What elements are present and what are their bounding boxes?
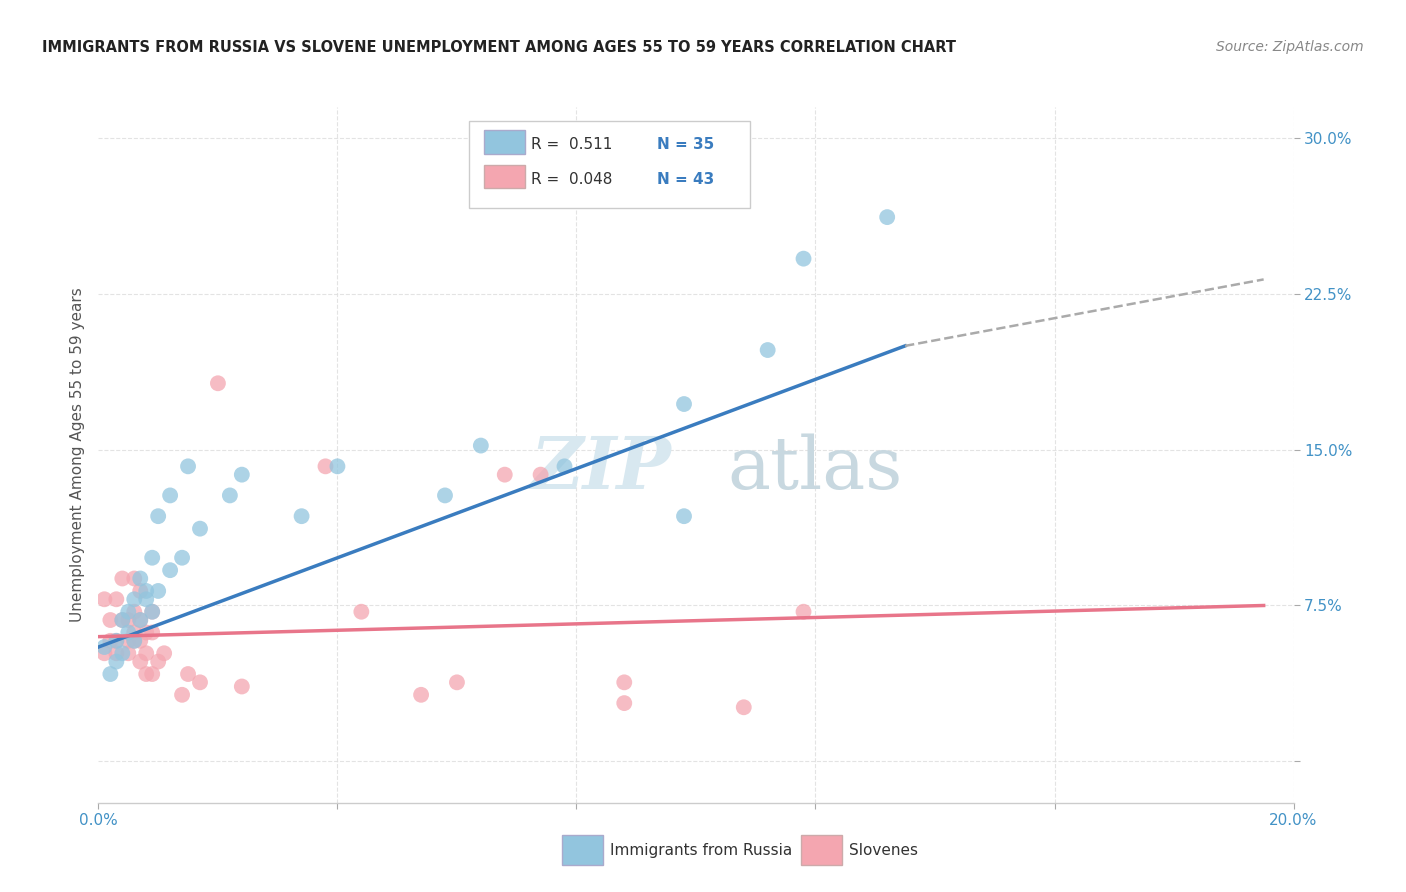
Point [129,584,152,599]
Point [129,572,152,586]
Point [117,633,139,648]
Point [135,592,157,607]
Point [111,572,134,586]
Point [207,376,229,391]
FancyBboxPatch shape [562,835,603,865]
Point [148,655,170,669]
Text: Immigrants from Russia: Immigrants from Russia [610,843,792,857]
Point [141,550,163,565]
Point [117,625,139,640]
Point [124,572,146,586]
FancyBboxPatch shape [485,130,524,153]
Point [231,680,253,694]
Point [148,509,170,524]
Point [673,509,696,524]
Text: N = 43: N = 43 [657,172,714,186]
Point [231,467,253,482]
Point [177,459,200,474]
Point [93,646,115,660]
Point [124,592,146,607]
Point [446,675,468,690]
Point [756,343,779,357]
Point [129,655,152,669]
Point [98,613,122,627]
Point [172,550,194,565]
Point [159,563,181,577]
Point [98,633,122,648]
Point [117,605,139,619]
Point [111,646,134,660]
Y-axis label: Unemployment Among Ages 55 to 59 years: Unemployment Among Ages 55 to 59 years [69,287,84,623]
Point [291,509,314,524]
Point [105,646,128,660]
Text: R =  0.511: R = 0.511 [531,137,613,152]
Point [188,522,211,536]
Point [124,605,146,619]
Point [733,700,755,714]
Point [117,613,139,627]
Text: ZIP: ZIP [530,434,671,504]
Point [124,633,146,648]
Point [129,613,152,627]
Point [124,633,146,648]
Point [673,397,696,411]
Point [105,633,128,648]
Point [613,696,636,710]
Point [135,667,157,681]
Point [93,640,115,654]
Point [135,584,157,599]
Point [111,613,134,627]
Point [172,688,194,702]
Point [411,688,433,702]
Point [141,605,163,619]
Point [159,488,181,502]
Point [188,675,211,690]
Text: atlas: atlas [728,434,903,504]
Point [153,646,176,660]
FancyBboxPatch shape [470,121,749,208]
Point [141,667,163,681]
Point [494,467,516,482]
FancyBboxPatch shape [801,835,842,865]
Point [135,646,157,660]
Point [111,613,134,627]
Point [117,646,139,660]
Point [554,459,576,474]
Point [470,439,492,453]
Point [219,488,242,502]
Point [876,210,898,224]
Point [93,592,115,607]
Text: Slovenes: Slovenes [849,843,918,857]
Point [326,459,349,474]
Point [135,625,157,640]
Point [105,633,128,648]
Text: Source: ZipAtlas.com: Source: ZipAtlas.com [1216,40,1364,54]
Point [105,655,128,669]
Point [148,584,170,599]
Point [793,252,815,266]
FancyBboxPatch shape [485,165,524,188]
Point [793,605,815,619]
Point [530,467,553,482]
Point [141,605,163,619]
Point [177,667,200,681]
Point [350,605,373,619]
Text: IMMIGRANTS FROM RUSSIA VS SLOVENE UNEMPLOYMENT AMONG AGES 55 TO 59 YEARS CORRELA: IMMIGRANTS FROM RUSSIA VS SLOVENE UNEMPL… [42,40,956,55]
Point [315,459,337,474]
Point [98,667,122,681]
Point [129,613,152,627]
Point [141,625,163,640]
Point [105,592,128,607]
Point [124,625,146,640]
Point [434,488,457,502]
Point [129,633,152,648]
Point [613,675,636,690]
Text: R =  0.048: R = 0.048 [531,172,613,186]
Text: N = 35: N = 35 [657,137,714,152]
